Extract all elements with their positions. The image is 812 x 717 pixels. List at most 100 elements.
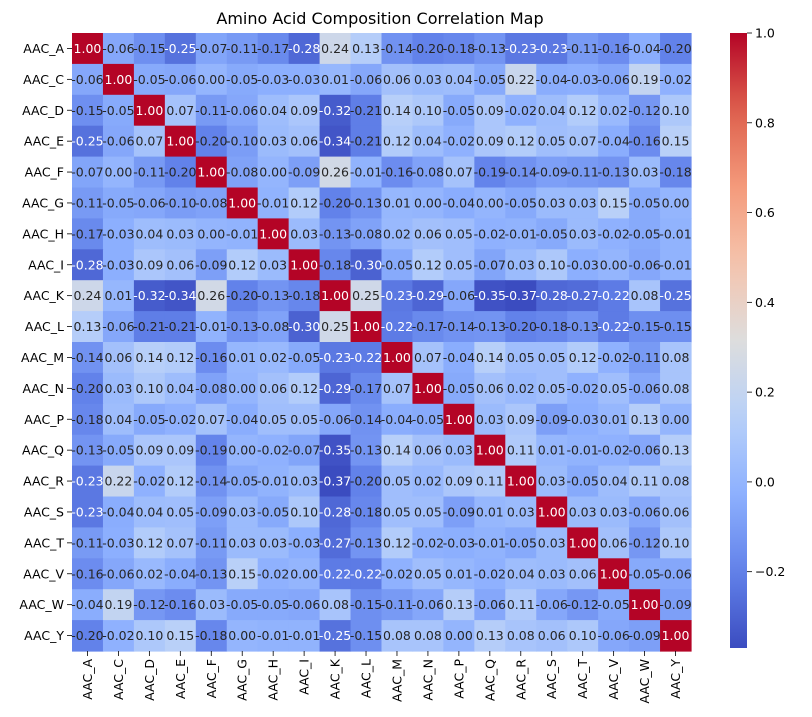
heatmap-cell <box>257 589 290 621</box>
heatmap-cell <box>319 589 352 621</box>
heatmap-cell <box>257 496 290 528</box>
cell-annotation: 0.03 <box>569 195 597 210</box>
cell-annotation: -0.09 <box>536 412 568 427</box>
cell-annotation: 0.09 <box>476 134 504 149</box>
heatmap-cell <box>660 249 692 281</box>
x-tick-label: AAC_S <box>544 659 559 699</box>
heatmap-cell <box>598 589 630 621</box>
heatmap-cell <box>381 249 414 281</box>
heatmap-cell <box>164 187 197 219</box>
cell-annotation: 0.13 <box>662 443 690 458</box>
cell-annotation: 0.02 <box>259 350 287 365</box>
cell-annotation: 0.03 <box>105 381 133 396</box>
cell-annotation: 0.06 <box>383 72 411 87</box>
cell-annotation: 0.00 <box>228 628 256 643</box>
cell-annotation: 0.03 <box>538 535 566 550</box>
heatmap-cell <box>443 342 475 374</box>
heatmap-cell <box>102 403 135 436</box>
cell-annotation: -0.20 <box>659 41 691 56</box>
cell-annotation: -0.05 <box>628 226 660 241</box>
cell-annotation: -0.06 <box>412 597 444 612</box>
cell-annotation: 0.06 <box>476 381 504 396</box>
heatmap-cell <box>474 372 506 405</box>
heatmap-cell <box>381 496 414 528</box>
heatmap-cell <box>319 280 352 312</box>
cell-annotation: -0.30 <box>288 319 320 334</box>
heatmap-cell <box>288 33 321 65</box>
heatmap-cell <box>474 280 506 312</box>
cell-annotation: -0.03 <box>567 257 599 272</box>
cell-annotation: 0.13 <box>476 628 504 643</box>
heatmap-cell <box>443 187 475 219</box>
heatmap-cell <box>164 496 197 528</box>
heatmap-cell <box>567 558 599 590</box>
cell-annotation: 0.00 <box>662 195 690 210</box>
heatmap-cell <box>102 527 135 559</box>
heatmap-cell <box>350 372 383 405</box>
heatmap-cell <box>474 156 506 189</box>
cell-annotation: -0.13 <box>567 319 599 334</box>
heatmap-cell <box>567 94 599 127</box>
heatmap-cell <box>412 496 444 528</box>
heatmap-cell <box>598 465 630 498</box>
heatmap-cell <box>381 280 414 312</box>
cell-annotation: -0.11 <box>381 597 413 612</box>
heatmap-cell <box>567 249 599 281</box>
cell-annotation: -0.09 <box>628 628 660 643</box>
x-tick-label: AAC_T <box>575 659 590 699</box>
cell-annotation: -0.04 <box>102 504 134 519</box>
cell-annotation: 1.00 <box>600 566 628 581</box>
cell-annotation: 1.00 <box>197 165 225 180</box>
cell-annotation: 0.13 <box>631 412 659 427</box>
x-tick-label: AAC_A <box>80 659 95 700</box>
cell-annotation: 0.02 <box>135 566 163 581</box>
heatmap-cell <box>660 187 692 219</box>
heatmap-cell <box>536 527 568 559</box>
cell-annotation: -0.05 <box>226 474 258 489</box>
heatmap-cell <box>505 465 537 498</box>
heatmap-cell <box>350 342 383 374</box>
heatmap-cell <box>412 187 444 219</box>
heatmap-cell <box>72 311 104 343</box>
cell-annotation: 0.06 <box>538 628 566 643</box>
cell-annotation: 0.03 <box>538 474 566 489</box>
cell-annotation: 0.00 <box>662 412 690 427</box>
heatmap-cell <box>226 63 259 96</box>
cell-annotation: -0.10 <box>226 134 258 149</box>
heatmap-cell <box>319 94 352 127</box>
heatmap-cell <box>536 434 568 467</box>
cell-annotation: -0.23 <box>319 350 351 365</box>
cell-annotation: 0.09 <box>135 257 163 272</box>
cell-annotation: -0.11 <box>628 350 660 365</box>
heatmap-cell <box>195 403 228 436</box>
cell-annotation: -0.06 <box>102 319 134 334</box>
cell-annotation: 0.03 <box>197 597 225 612</box>
heatmap-cell <box>226 558 259 590</box>
heatmap-cell <box>474 125 506 158</box>
heatmap-cell <box>474 63 506 96</box>
heatmap-cell <box>350 496 383 528</box>
cell-annotation: 0.01 <box>476 504 504 519</box>
cell-annotation: 0.06 <box>414 226 442 241</box>
heatmap-cell <box>226 33 259 65</box>
heatmap-cell <box>195 187 228 219</box>
heatmap-cell <box>412 125 444 158</box>
heatmap-cell <box>257 249 290 281</box>
cell-annotation: 0.01 <box>383 195 411 210</box>
heatmap-cell <box>350 527 383 559</box>
cell-annotation: 0.08 <box>321 597 349 612</box>
heatmap-cell <box>288 465 321 498</box>
cell-annotation: -0.01 <box>659 226 691 241</box>
heatmap-cell <box>412 342 444 374</box>
heatmap-cell <box>598 33 630 65</box>
cell-annotation: -0.04 <box>628 41 660 56</box>
heatmap-cell <box>164 33 197 65</box>
cell-annotation: -0.06 <box>443 288 475 303</box>
cell-annotation: 0.25 <box>352 288 380 303</box>
heatmap-cell <box>319 620 352 652</box>
heatmap-cell <box>195 496 228 528</box>
heatmap-cell <box>72 342 104 374</box>
heatmap-cell <box>536 280 568 312</box>
cell-annotation: 1.00 <box>538 504 566 519</box>
heatmap-cell <box>536 342 568 374</box>
